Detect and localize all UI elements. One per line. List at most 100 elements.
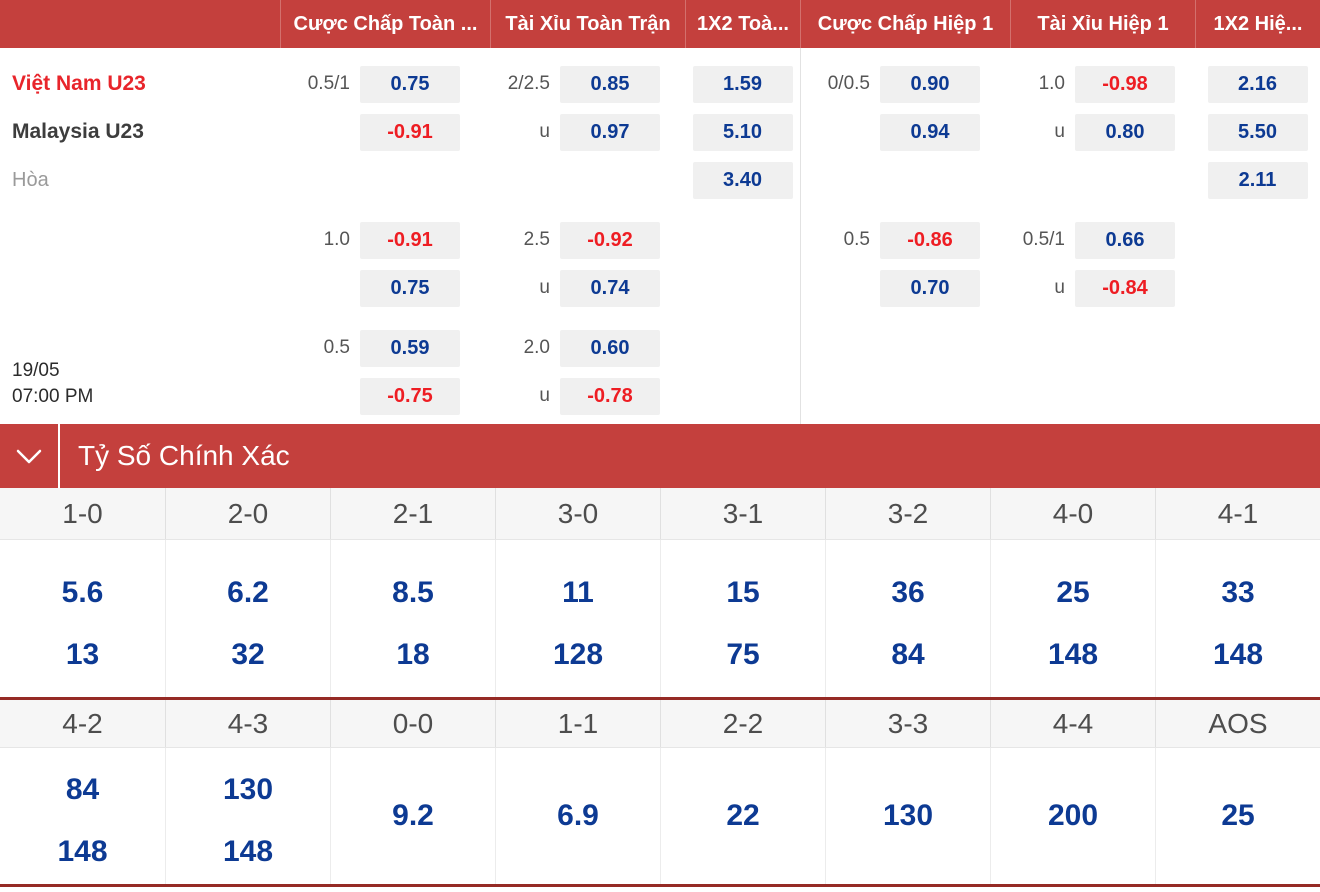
x12-h1-draw-odds-button[interactable]: 2.11 [1207, 161, 1308, 199]
overunder-ft-cell: 2.0 0.60 [490, 324, 685, 372]
handicap-ft-cell: -0.75 [280, 372, 490, 420]
handicap-line-label: 0.5/1 [307, 73, 350, 94]
x12-draw-odds-button[interactable]: 3.40 [692, 161, 793, 199]
score-odds-button[interactable]: 130 [826, 799, 990, 833]
score-odds-button[interactable]: 9.2 [331, 799, 495, 833]
overunder-odds-button[interactable]: 0.85 [560, 65, 660, 103]
score-odds-button[interactable]: 13 [0, 624, 165, 686]
handicap-ft-cell: 0.5 0.59 [280, 324, 490, 372]
score-header-cell: 4-3 [165, 700, 330, 747]
score-odds-button[interactable]: 148 [991, 624, 1155, 686]
score-odds-button[interactable]: 36 [826, 562, 990, 624]
x12-ft-cell: 3.40 [685, 156, 800, 204]
odds-row-altline1-under: 0.75 u 0.74 0.70 u -0.84 [0, 264, 1320, 312]
score-odds-button[interactable]: 6.9 [496, 799, 660, 833]
score-odds-button[interactable]: 33 [1156, 562, 1320, 624]
score-header-row-2: 4-2 4-3 0-0 1-1 2-2 3-3 4-4 AOS [0, 700, 1320, 748]
x12-ft-cell: 5.10 [685, 108, 800, 156]
score-header-cell: 2-2 [660, 700, 825, 747]
odds-row-draw: Hòa 3.40 2.11 [0, 156, 1320, 204]
overunder-h1-odds-button[interactable]: 0.66 [1075, 221, 1175, 259]
match-date: 19/05 [12, 360, 60, 381]
score-odds-button[interactable]: 75 [661, 624, 825, 686]
handicap-odds-button[interactable]: 0.75 [360, 269, 460, 307]
handicap-odds-button[interactable]: -0.91 [360, 113, 460, 151]
score-values-row-1: 5.6 13 6.2 32 8.5 18 11 128 15 75 36 84 … [0, 540, 1320, 697]
score-odds-button[interactable]: 8.5 [331, 562, 495, 624]
handicap-h1-odds-button[interactable]: 0.94 [880, 113, 980, 151]
overunder-ft-cell: u -0.78 [490, 372, 685, 420]
score-values-row-2: 84 148 130 148 9.2 6.9 22 130 200 25 [0, 748, 1320, 884]
score-header-cell: 4-4 [990, 700, 1155, 747]
overunder-h1-odds-button[interactable]: -0.98 [1075, 65, 1175, 103]
score-odds-column: 130 [825, 748, 990, 884]
score-odds-button[interactable]: 200 [991, 799, 1155, 833]
handicap-line-label: 1.0 [323, 229, 350, 250]
overunder-odds-button[interactable]: -0.92 [560, 221, 660, 259]
handicap-odds-button[interactable]: -0.91 [360, 221, 460, 259]
x12-h1-cell: 5.50 [1195, 108, 1320, 156]
handicap-ft-cell: 0.75 [280, 264, 490, 312]
odds-row-altline1-over: 1.0 -0.91 2.5 -0.92 0.5 -0.86 0.5/1 0.66 [0, 216, 1320, 264]
overunder-h1-odds-button[interactable]: -0.84 [1075, 269, 1175, 307]
under-label: u [1054, 121, 1065, 142]
score-odds-column: 5.6 13 [0, 540, 165, 697]
handicap-odds-button[interactable]: 0.75 [360, 65, 460, 103]
score-odds-button[interactable]: 5.6 [0, 562, 165, 624]
overunder-ft-cell: 2.5 -0.92 [490, 216, 685, 264]
score-odds-column: 25 [1155, 748, 1320, 884]
score-odds-button[interactable]: 148 [166, 821, 330, 883]
odds-body: Việt Nam U23 0.5/1 0.75 2/2.5 0.85 1.59 … [0, 48, 1320, 420]
halves-divider [800, 48, 801, 424]
collapse-toggle-button[interactable] [0, 424, 60, 488]
score-odds-button[interactable]: 22 [661, 799, 825, 833]
score-odds-button[interactable]: 18 [331, 624, 495, 686]
score-odds-button[interactable]: 84 [826, 624, 990, 686]
overunder-odds-button[interactable]: 0.74 [560, 269, 660, 307]
handicap-ft-cell: 1.0 -0.91 [280, 216, 490, 264]
score-odds-button[interactable]: 32 [166, 624, 330, 686]
handicap-odds-button[interactable]: 0.59 [360, 329, 460, 367]
score-odds-button[interactable]: 25 [1156, 799, 1320, 833]
x12-odds-button[interactable]: 5.10 [692, 113, 793, 151]
score-odds-button[interactable]: 84 [0, 759, 165, 821]
score-header-cell: 2-0 [165, 488, 330, 539]
header-1x2-h1: 1X2 Hiệ... [1195, 0, 1320, 48]
handicap-odds-button[interactable]: -0.75 [360, 377, 460, 415]
score-odds-button[interactable]: 128 [496, 624, 660, 686]
score-odds-button[interactable]: 6.2 [166, 562, 330, 624]
score-header-cell: 3-0 [495, 488, 660, 539]
handicap-h1-odds-button[interactable]: 0.70 [880, 269, 980, 307]
match-time: 07:00 PM [12, 386, 94, 407]
overunder-odds-button[interactable]: 0.97 [560, 113, 660, 151]
score-header-cell: 4-0 [990, 488, 1155, 539]
handicap-h1-cell: 0.70 [800, 264, 1010, 312]
handicap-h1-odds-button[interactable]: -0.86 [880, 221, 980, 259]
overunder-h1-odds-button[interactable]: 0.80 [1075, 113, 1175, 151]
score-odds-column: 11 128 [495, 540, 660, 697]
score-odds-button[interactable]: 130 [166, 759, 330, 821]
x12-odds-button[interactable]: 1.59 [692, 65, 793, 103]
score-odds-button[interactable]: 148 [1156, 624, 1320, 686]
x12-h1-odds-button[interactable]: 5.50 [1207, 113, 1308, 151]
handicap-ft-cell: -0.91 [280, 108, 490, 156]
score-odds-column: 84 148 [0, 748, 165, 884]
score-odds-column: 200 [990, 748, 1155, 884]
header-handicap-ft: Cược Chấp Toàn ... [280, 0, 490, 48]
overunder-odds-button[interactable]: 0.60 [560, 329, 660, 367]
chevron-down-icon [16, 449, 42, 463]
score-odds-button[interactable]: 148 [0, 821, 165, 883]
score-odds-button[interactable]: 15 [661, 562, 825, 624]
score-odds-column: 22 [660, 748, 825, 884]
score-odds-button[interactable]: 11 [496, 562, 660, 624]
score-odds-button[interactable]: 25 [991, 562, 1155, 624]
odds-column-header: Cược Chấp Toàn ... Tài Xỉu Toàn Trận 1X2… [0, 0, 1320, 48]
overunder-h1-cell: 0.5/1 0.66 [1010, 216, 1195, 264]
overunder-h1-cell: u -0.84 [1010, 264, 1195, 312]
x12-h1-odds-button[interactable]: 2.16 [1207, 65, 1308, 103]
handicap-h1-odds-button[interactable]: 0.90 [880, 65, 980, 103]
score-odds-column: 15 75 [660, 540, 825, 697]
handicap-h1-line-label: 0.5 [843, 229, 870, 250]
score-header-cell: 1-1 [495, 700, 660, 747]
overunder-odds-button[interactable]: -0.78 [560, 377, 660, 415]
